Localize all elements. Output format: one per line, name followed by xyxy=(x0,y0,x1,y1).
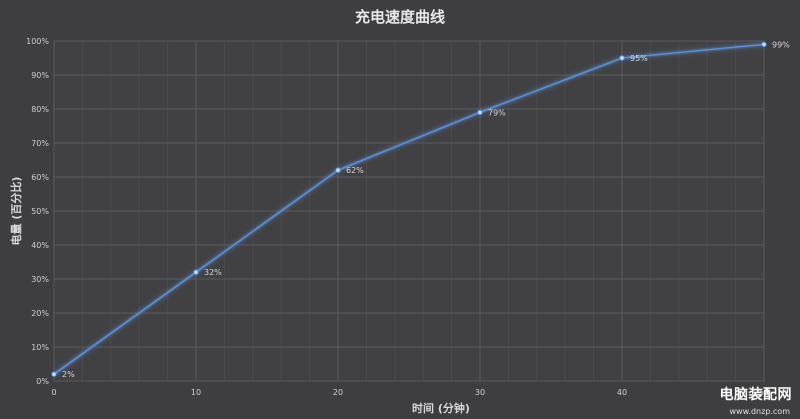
data-point xyxy=(51,371,57,377)
chart-title: 充电速度曲线 xyxy=(355,8,445,26)
data-label: 99% xyxy=(772,40,790,49)
y-tick-label: 0% xyxy=(36,377,49,386)
data-point xyxy=(619,55,625,61)
x-tick-label: 50 xyxy=(759,388,769,397)
x-tick-label: 20 xyxy=(333,388,343,397)
y-tick-label: 40% xyxy=(31,241,49,250)
y-tick-label: 70% xyxy=(31,139,49,148)
data-label: 2% xyxy=(62,370,75,379)
y-tick-label: 80% xyxy=(31,105,49,114)
watermark-url: www.dnzp.com xyxy=(729,407,791,416)
x-tick-label: 30 xyxy=(475,388,485,397)
data-point xyxy=(477,109,483,116)
y-tick-label: 50% xyxy=(31,207,49,216)
data-point xyxy=(193,269,199,275)
y-tick-label: 100% xyxy=(26,37,49,46)
data-label: 95% xyxy=(630,54,648,63)
watermark-logo-text: 电脑装配网 xyxy=(719,387,792,403)
y-axis-ticks: 0% 10% 20% 30% 40% 50% 60% 70% 80% 90% 100% xyxy=(26,37,49,386)
grid xyxy=(53,40,765,382)
data-labels: 2% 32% 62% 79% 95% 99% xyxy=(62,40,790,379)
y-tick-label: 10% xyxy=(31,343,49,352)
series-line xyxy=(52,42,765,376)
y-tick-label: 60% xyxy=(31,173,49,182)
y-tick-label: 20% xyxy=(31,309,49,318)
x-tick-label: 40 xyxy=(617,388,627,397)
series-line-path xyxy=(53,43,765,375)
x-tick-label: 0 xyxy=(51,388,56,397)
x-axis-title: 时间 (分钟) xyxy=(412,401,470,415)
y-tick-label: 90% xyxy=(31,71,49,80)
data-point xyxy=(761,41,767,48)
data-label: 32% xyxy=(204,268,222,277)
y-tick-label: 30% xyxy=(31,275,49,284)
data-label: 62% xyxy=(346,166,364,175)
x-tick-label: 10 xyxy=(191,388,201,397)
x-axis-ticks: 0 10 20 30 40 50 xyxy=(51,388,769,397)
y-axis-title: 电量 (百分比) xyxy=(9,177,23,246)
data-label: 79% xyxy=(488,108,506,117)
data-point xyxy=(335,167,341,173)
data-points xyxy=(51,41,767,377)
